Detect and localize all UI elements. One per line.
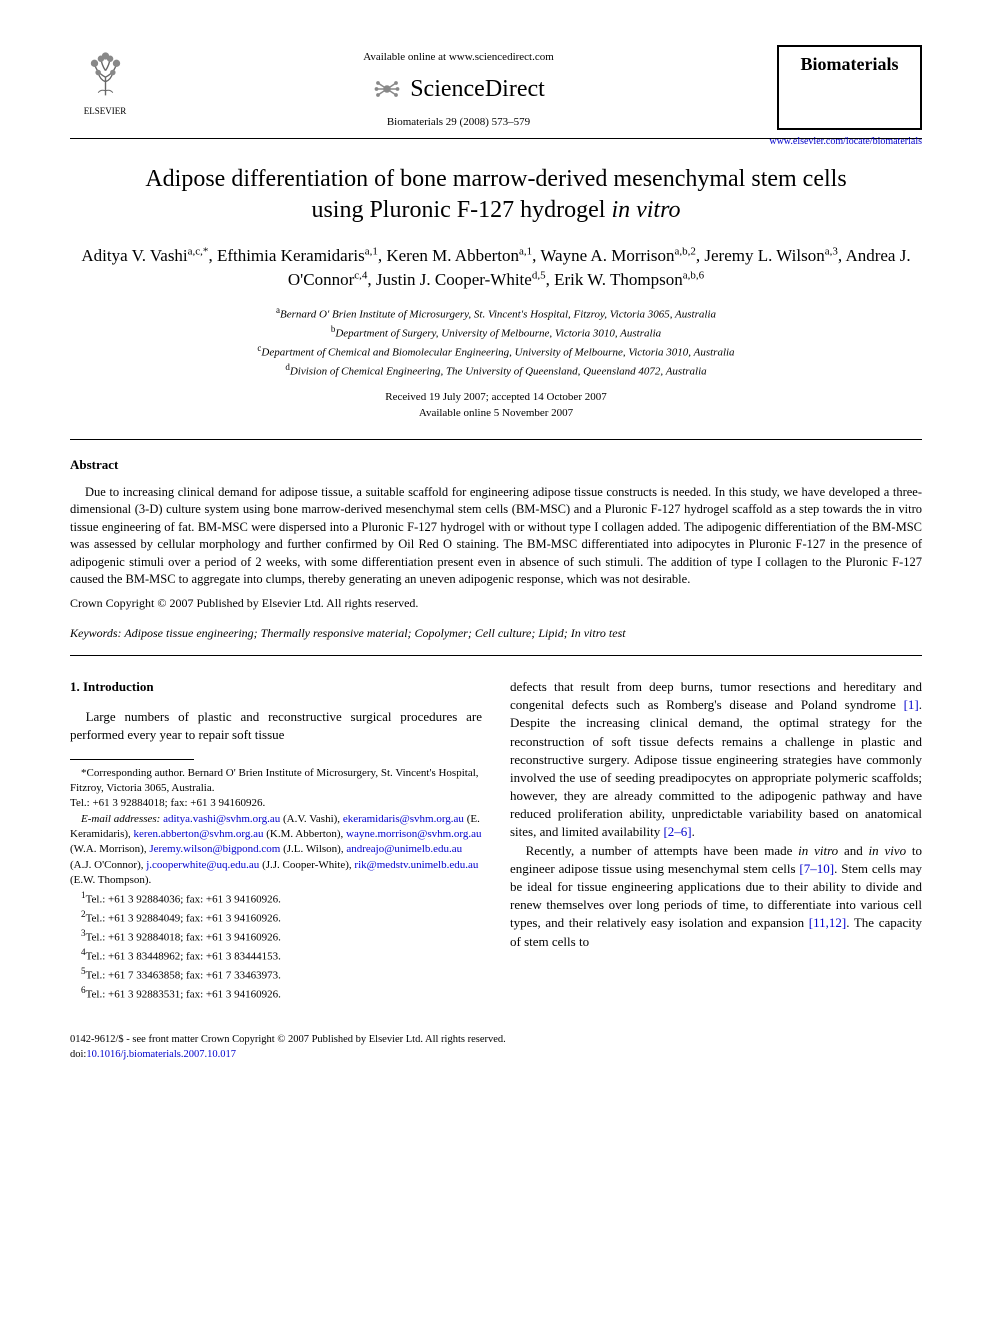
tel-footnote: 6Tel.: +61 3 92883531; fax: +61 3 941609… — [70, 984, 482, 1003]
page-footer: 0142-9612/$ - see front matter Crown Cop… — [70, 1033, 922, 1062]
available-online-text: Available online at www.sciencedirect.co… — [140, 50, 777, 65]
abstract-heading: Abstract — [70, 456, 922, 474]
center-header: Available online at www.sciencedirect.co… — [140, 45, 777, 130]
journal-name: Biomaterials — [789, 52, 910, 76]
email-link[interactable]: ekeramidaris@svhm.org.au — [343, 813, 464, 825]
tel-list: 1Tel.: +61 3 92884036; fax: +61 3 941609… — [70, 889, 482, 1003]
elsevier-tree-icon — [78, 45, 133, 100]
title-line1: Adipose differentiation of bone marrow-d… — [145, 166, 846, 192]
publication-dates: Received 19 July 2007; accepted 14 Octob… — [70, 390, 922, 421]
email-addresses: E-mail addresses: aditya.vashi@svhm.org.… — [70, 812, 482, 889]
title-line2-pre: using Pluronic F-127 hydrogel — [311, 197, 611, 223]
footer-copyright: 0142-9612/$ - see front matter Crown Cop… — [70, 1033, 922, 1048]
authors-list: Aditya V. Vashia,c,*, Efthimia Keramidar… — [70, 244, 922, 292]
sciencedirect-text: ScienceDirect — [410, 73, 545, 105]
ref-link[interactable]: [1] — [904, 697, 919, 712]
intro-para-3: Recently, a number of attempts have been… — [510, 842, 922, 951]
tel-footnote: 5Tel.: +61 7 33463858; fax: +61 7 334639… — [70, 965, 482, 984]
tel-footnote: 2Tel.: +61 3 92884049; fax: +61 3 941609… — [70, 908, 482, 927]
intro-heading: 1. Introduction — [70, 678, 482, 696]
footer-doi: doi:10.1016/j.biomaterials.2007.10.017 — [70, 1048, 922, 1063]
doi-label: doi: — [70, 1049, 86, 1060]
journal-header: ELSEVIER Available online at www.science… — [70, 45, 922, 139]
p2b: . Despite the increasing clinical demand… — [510, 697, 922, 839]
email-link[interactable]: Jeremy.wilson@bigpond.com — [149, 843, 280, 855]
received-date: Received 19 July 2007; accepted 14 Octob… — [385, 391, 606, 403]
email-link[interactable]: keren.abberton@svhm.org.au — [134, 828, 264, 840]
tel-footnote: 1Tel.: +61 3 92884036; fax: +61 3 941609… — [70, 889, 482, 908]
elsevier-logo: ELSEVIER — [70, 45, 140, 117]
email-link[interactable]: andreajo@unimelb.edu.au — [346, 843, 462, 855]
divider — [70, 439, 922, 440]
email-link[interactable]: aditya.vashi@svhm.org.au — [163, 813, 280, 825]
ref-link[interactable]: [2–6] — [663, 824, 691, 839]
intro-para-1: Large numbers of plastic and reconstruct… — [70, 708, 482, 744]
citation-text: Biomaterials 29 (2008) 573–579 — [140, 115, 777, 130]
elsevier-label: ELSEVIER — [70, 105, 140, 117]
intro-para-2: defects that result from deep burns, tum… — [510, 678, 922, 842]
sciencedirect-logo: ScienceDirect — [140, 73, 777, 105]
abstract-body: Due to increasing clinical demand for ad… — [70, 484, 922, 589]
keywords-text: Adipose tissue engineering; Thermally re… — [122, 626, 626, 640]
p3i2: in vivo — [869, 843, 907, 858]
journal-badge-wrapper: Biomaterials www.elsevier.com/locate/bio… — [777, 45, 922, 130]
keywords-label: Keywords: — [70, 626, 122, 640]
left-column: 1. Introduction Large numbers of plastic… — [70, 678, 482, 1003]
p2a: defects that result from deep burns, tum… — [510, 679, 922, 712]
email-link[interactable]: rik@medstv.unimelb.edu.au — [354, 859, 478, 871]
keywords-line: Keywords: Adipose tissue engineering; Th… — [70, 625, 922, 641]
email-label: E-mail addresses: — [81, 813, 160, 825]
email-link[interactable]: wayne.morrison@svhm.org.au — [346, 828, 482, 840]
sciencedirect-icon — [372, 74, 402, 104]
email-link[interactable]: j.cooperwhite@uq.edu.au — [146, 859, 259, 871]
p3a: Recently, a number of attempts have been… — [526, 843, 799, 858]
doi-link[interactable]: 10.1016/j.biomaterials.2007.10.017 — [86, 1049, 236, 1060]
p2c: . — [692, 824, 695, 839]
tel-footnote: 3Tel.: +61 3 92884018; fax: +61 3 941609… — [70, 927, 482, 946]
p3b: and — [838, 843, 868, 858]
affiliations-list: aBernard O' Brien Institute of Microsurg… — [70, 304, 922, 380]
corr-tel: Tel.: +61 3 92884018; fax: +61 3 9416092… — [70, 796, 482, 811]
available-date: Available online 5 November 2007 — [419, 407, 573, 419]
footnote-separator — [70, 759, 194, 760]
corresponding-author: *Corresponding author. Bernard O' Brien … — [70, 766, 482, 797]
journal-badge: Biomaterials — [777, 45, 922, 130]
copyright-line: Crown Copyright © 2007 Published by Else… — [70, 595, 922, 611]
footnotes-block: *Corresponding author. Bernard O' Brien … — [70, 766, 482, 1003]
right-column: defects that result from deep burns, tum… — [510, 678, 922, 1003]
ref-link[interactable]: [7–10] — [799, 861, 834, 876]
p3i1: in vitro — [798, 843, 838, 858]
body-columns: 1. Introduction Large numbers of plastic… — [70, 678, 922, 1003]
journal-url[interactable]: www.elsevier.com/locate/biomaterials — [769, 135, 922, 149]
article-title: Adipose differentiation of bone marrow-d… — [70, 164, 922, 226]
title-line2-italic: in vitro — [611, 197, 680, 223]
divider — [70, 655, 922, 656]
ref-link[interactable]: [11,12] — [809, 915, 846, 930]
tel-footnote: 4Tel.: +61 3 83448962; fax: +61 3 834441… — [70, 946, 482, 965]
